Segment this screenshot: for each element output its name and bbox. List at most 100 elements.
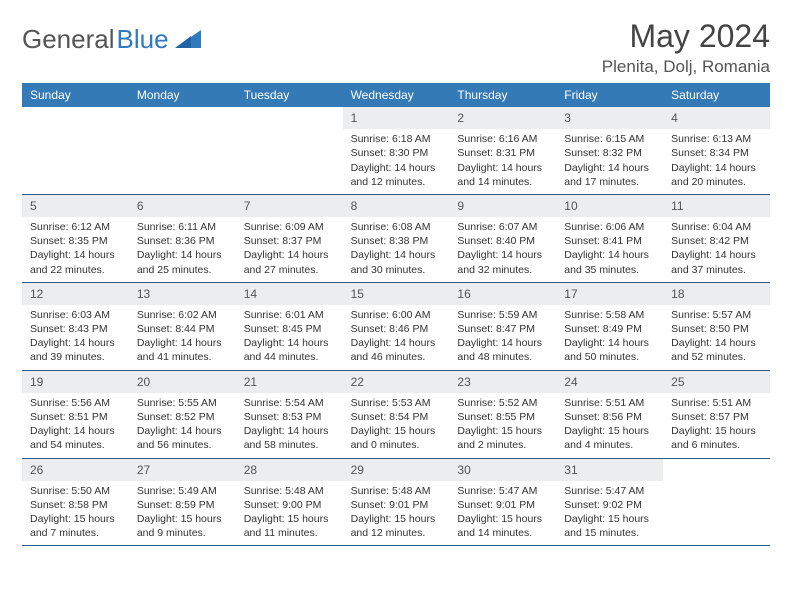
day-cell: 4Sunrise: 6:13 AMSunset: 8:34 PMDaylight… [663,107,770,194]
sunset-text: Sunset: 9:00 PM [244,498,335,512]
sunset-text: Sunset: 8:41 PM [564,234,655,248]
day-body: Sunrise: 6:04 AMSunset: 8:42 PMDaylight:… [663,217,770,282]
daylight-text: Daylight: 15 hours and 7 minutes. [30,512,121,540]
sunset-text: Sunset: 8:57 PM [671,410,762,424]
daylight-text: Daylight: 15 hours and 12 minutes. [351,512,442,540]
day-body: Sunrise: 5:48 AMSunset: 9:00 PMDaylight:… [236,481,343,546]
day-cell: 22Sunrise: 5:53 AMSunset: 8:54 PMDayligh… [343,371,450,458]
sunrise-text: Sunrise: 5:57 AM [671,308,762,322]
sunset-text: Sunset: 8:46 PM [351,322,442,336]
day-number: 1 [343,107,450,129]
logo-text-part1: General [22,24,115,55]
day-cell: 8Sunrise: 6:08 AMSunset: 8:38 PMDaylight… [343,195,450,282]
daylight-text: Daylight: 14 hours and 37 minutes. [671,248,762,276]
daylight-text: Daylight: 14 hours and 17 minutes. [564,161,655,189]
sunrise-text: Sunrise: 5:58 AM [564,308,655,322]
day-cell: 25Sunrise: 5:51 AMSunset: 8:57 PMDayligh… [663,371,770,458]
sunrise-text: Sunrise: 6:03 AM [30,308,121,322]
day-number: 31 [556,459,663,481]
sunset-text: Sunset: 8:32 PM [564,146,655,160]
daylight-text: Daylight: 14 hours and 35 minutes. [564,248,655,276]
day-cell: 30Sunrise: 5:47 AMSunset: 9:01 PMDayligh… [449,459,556,546]
day-body: Sunrise: 5:58 AMSunset: 8:49 PMDaylight:… [556,305,663,370]
sunrise-text: Sunrise: 6:02 AM [137,308,228,322]
daylight-text: Daylight: 14 hours and 25 minutes. [137,248,228,276]
calendar-body: 1Sunrise: 6:18 AMSunset: 8:30 PMDaylight… [22,107,770,546]
day-cell: 14Sunrise: 6:01 AMSunset: 8:45 PMDayligh… [236,283,343,370]
page: GeneralBlue May 2024 Plenita, Dolj, Roma… [0,0,792,556]
daylight-text: Daylight: 14 hours and 22 minutes. [30,248,121,276]
day-number: 17 [556,283,663,305]
sunrise-text: Sunrise: 6:07 AM [457,220,548,234]
day-body: Sunrise: 6:15 AMSunset: 8:32 PMDaylight:… [556,129,663,194]
week-row: 19Sunrise: 5:56 AMSunset: 8:51 PMDayligh… [22,371,770,459]
day-cell: 13Sunrise: 6:02 AMSunset: 8:44 PMDayligh… [129,283,236,370]
sunrise-text: Sunrise: 5:47 AM [564,484,655,498]
sunrise-text: Sunrise: 6:11 AM [137,220,228,234]
sunset-text: Sunset: 8:56 PM [564,410,655,424]
day-cell: 19Sunrise: 5:56 AMSunset: 8:51 PMDayligh… [22,371,129,458]
daylight-text: Daylight: 14 hours and 44 minutes. [244,336,335,364]
sunrise-text: Sunrise: 5:51 AM [564,396,655,410]
daylight-text: Daylight: 14 hours and 50 minutes. [564,336,655,364]
daylight-text: Daylight: 14 hours and 48 minutes. [457,336,548,364]
daylight-text: Daylight: 14 hours and 39 minutes. [30,336,121,364]
day-body: Sunrise: 6:03 AMSunset: 8:43 PMDaylight:… [22,305,129,370]
day-body: Sunrise: 6:11 AMSunset: 8:36 PMDaylight:… [129,217,236,282]
day-number: 26 [22,459,129,481]
day-cell: 21Sunrise: 5:54 AMSunset: 8:53 PMDayligh… [236,371,343,458]
sunset-text: Sunset: 8:38 PM [351,234,442,248]
day-cell: 20Sunrise: 5:55 AMSunset: 8:52 PMDayligh… [129,371,236,458]
day-number: 6 [129,195,236,217]
sunrise-text: Sunrise: 5:53 AM [351,396,442,410]
day-body: Sunrise: 5:51 AMSunset: 8:57 PMDaylight:… [663,393,770,458]
day-body: Sunrise: 6:08 AMSunset: 8:38 PMDaylight:… [343,217,450,282]
sunrise-text: Sunrise: 6:12 AM [30,220,121,234]
day-cell: 5Sunrise: 6:12 AMSunset: 8:35 PMDaylight… [22,195,129,282]
day-header: Friday [556,83,663,107]
day-cell [236,107,343,194]
day-body: Sunrise: 5:47 AMSunset: 9:01 PMDaylight:… [449,481,556,546]
day-body: Sunrise: 5:50 AMSunset: 8:58 PMDaylight:… [22,481,129,546]
triangle-icon [175,24,201,55]
day-cell: 17Sunrise: 5:58 AMSunset: 8:49 PMDayligh… [556,283,663,370]
day-cell: 1Sunrise: 6:18 AMSunset: 8:30 PMDaylight… [343,107,450,194]
day-cell: 18Sunrise: 5:57 AMSunset: 8:50 PMDayligh… [663,283,770,370]
sunset-text: Sunset: 8:31 PM [457,146,548,160]
day-number: 29 [343,459,450,481]
sunrise-text: Sunrise: 5:51 AM [671,396,762,410]
day-cell: 26Sunrise: 5:50 AMSunset: 8:58 PMDayligh… [22,459,129,546]
day-number: 20 [129,371,236,393]
day-number: 11 [663,195,770,217]
day-body: Sunrise: 6:16 AMSunset: 8:31 PMDaylight:… [449,129,556,194]
day-number: 28 [236,459,343,481]
calendar: Sunday Monday Tuesday Wednesday Thursday… [22,83,770,546]
sunset-text: Sunset: 8:45 PM [244,322,335,336]
day-number: 25 [663,371,770,393]
daylight-text: Daylight: 14 hours and 14 minutes. [457,161,548,189]
day-cell: 12Sunrise: 6:03 AMSunset: 8:43 PMDayligh… [22,283,129,370]
day-header: Sunday [22,83,129,107]
sunset-text: Sunset: 8:53 PM [244,410,335,424]
day-number: 7 [236,195,343,217]
day-cell: 9Sunrise: 6:07 AMSunset: 8:40 PMDaylight… [449,195,556,282]
sunrise-text: Sunrise: 5:56 AM [30,396,121,410]
sunrise-text: Sunrise: 6:15 AM [564,132,655,146]
sunrise-text: Sunrise: 5:49 AM [137,484,228,498]
logo: GeneralBlue [22,18,201,55]
day-cell [129,107,236,194]
daylight-text: Daylight: 15 hours and 14 minutes. [457,512,548,540]
daylight-text: Daylight: 14 hours and 58 minutes. [244,424,335,452]
day-number: 8 [343,195,450,217]
day-number: 23 [449,371,556,393]
day-number: 13 [129,283,236,305]
day-header: Monday [129,83,236,107]
day-number: 27 [129,459,236,481]
day-body: Sunrise: 6:09 AMSunset: 8:37 PMDaylight:… [236,217,343,282]
day-cell: 2Sunrise: 6:16 AMSunset: 8:31 PMDaylight… [449,107,556,194]
sunrise-text: Sunrise: 5:48 AM [351,484,442,498]
daylight-text: Daylight: 14 hours and 56 minutes. [137,424,228,452]
week-row: 1Sunrise: 6:18 AMSunset: 8:30 PMDaylight… [22,107,770,195]
sunrise-text: Sunrise: 6:01 AM [244,308,335,322]
day-body: Sunrise: 6:07 AMSunset: 8:40 PMDaylight:… [449,217,556,282]
